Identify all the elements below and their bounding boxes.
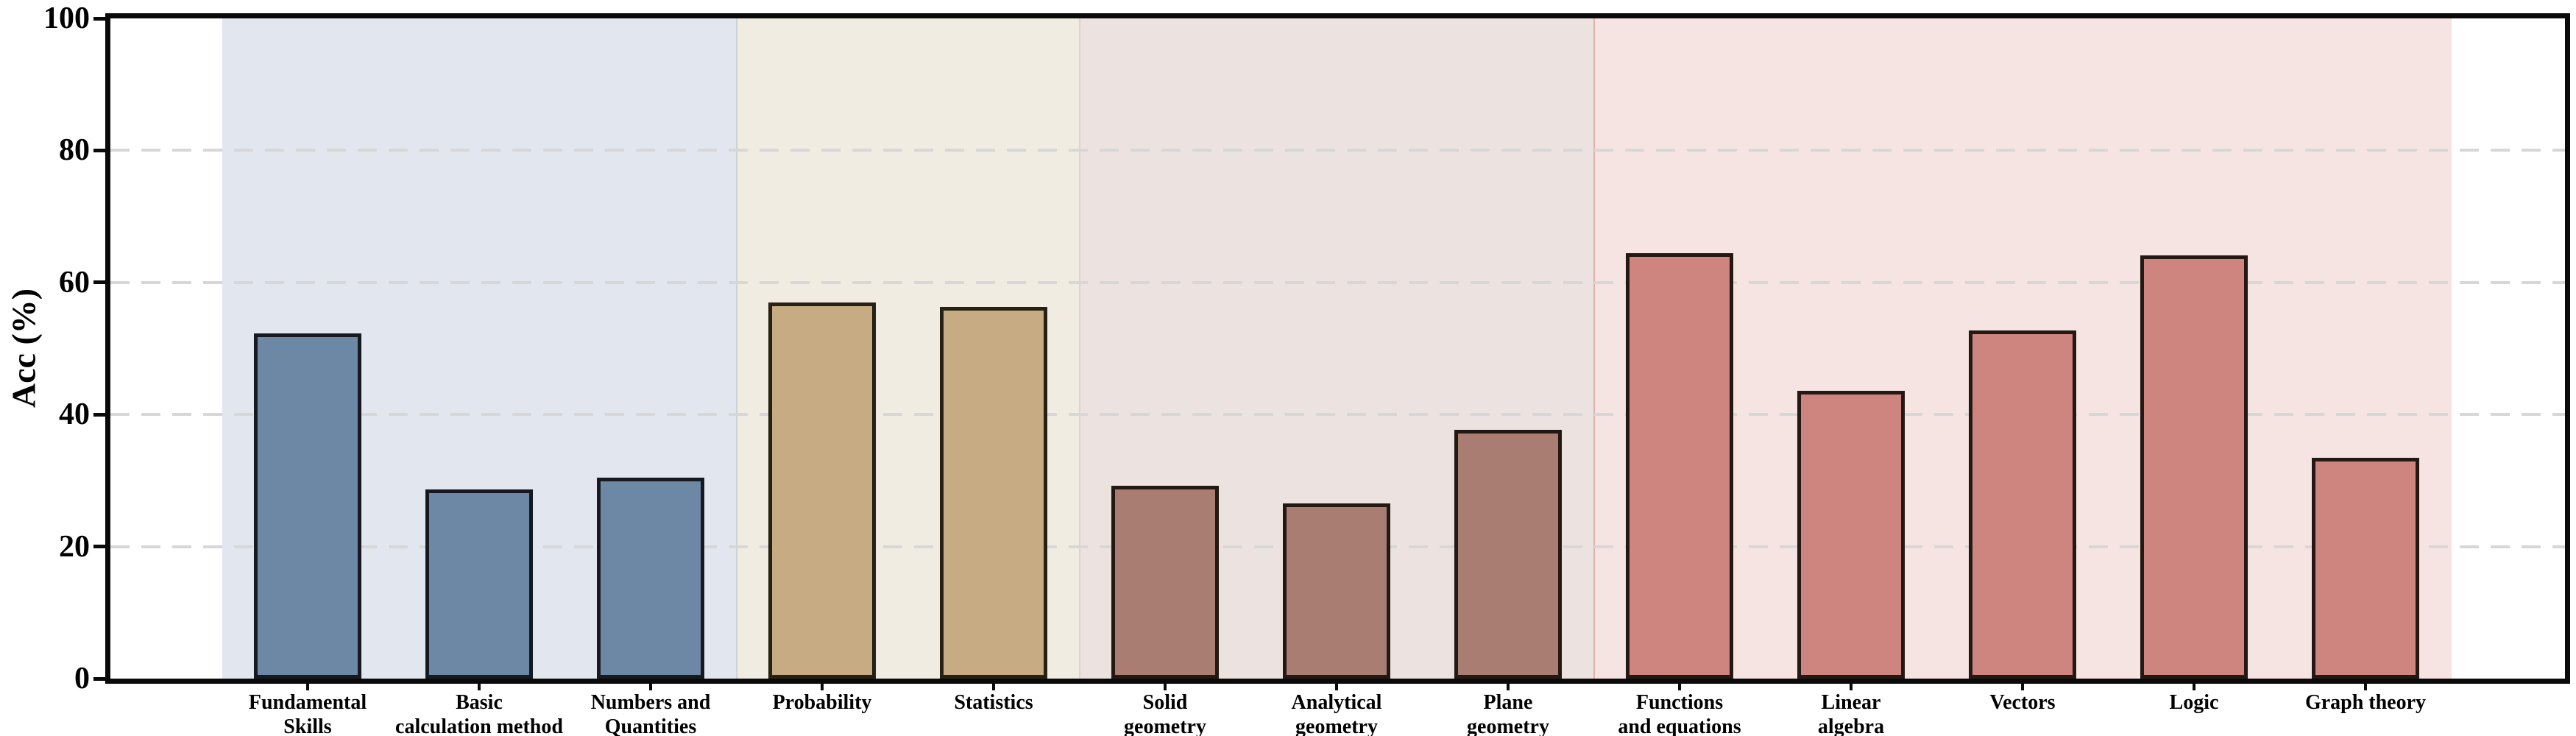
x-tick-label-fundamental-skills: Fundamental Skills xyxy=(190,690,425,736)
x-tick-mark-8 xyxy=(1507,684,1510,690)
y-tick-mark-60 xyxy=(93,280,105,285)
y-tick-mark-0 xyxy=(93,676,105,681)
x-tick-mark-3 xyxy=(649,684,652,690)
x-tick-label-line: geometry xyxy=(1467,715,1549,736)
gridline-40 xyxy=(110,413,2565,417)
bar-probability xyxy=(768,302,876,679)
x-tick-mark-7 xyxy=(1335,684,1338,690)
x-tick-label-analytical-geometry: Analytical geometry xyxy=(1219,690,1454,736)
bar-graph-theory xyxy=(2312,458,2419,679)
x-tick-label-solid-geometry: Solid geometry xyxy=(1047,690,1283,736)
y-tick-label-0: 0 xyxy=(74,662,90,696)
x-tick-mark-10 xyxy=(1850,684,1853,690)
x-tick-label-numbers-and-quantities: Numbers and Quantities xyxy=(533,690,768,736)
y-tick-mark-20 xyxy=(93,545,105,549)
x-tick-label-line: Plane xyxy=(1483,691,1533,714)
x-tick-label-basic-calculation-method: Basic calculation method xyxy=(361,690,597,736)
x-tick-label-line: geometry xyxy=(1295,715,1378,736)
x-tick-label-line: Probability xyxy=(772,691,872,714)
x-tick-label-line: Basic xyxy=(456,691,503,714)
y-tick-mark-80 xyxy=(93,148,105,152)
x-tick-mark-11 xyxy=(2021,684,2024,690)
x-tick-mark-4 xyxy=(821,684,824,690)
gridline-60 xyxy=(110,280,2565,284)
x-tick-mark-6 xyxy=(1164,684,1167,690)
x-tick-label-line: Linear xyxy=(1821,691,1881,714)
band-seam xyxy=(1593,18,1595,679)
x-tick-label-line: algebra xyxy=(1817,715,1885,736)
y-tick-label-20: 20 xyxy=(59,529,90,564)
band-seam xyxy=(735,18,737,679)
y-tick-mark-100 xyxy=(93,16,105,21)
x-tick-mark-12 xyxy=(2193,684,2195,690)
y-tick-mark-40 xyxy=(93,412,105,417)
bar-statistics xyxy=(940,307,1047,679)
x-tick-label-line: and equations xyxy=(1618,715,1741,736)
x-tick-label-plane-geometry: Plane geometry xyxy=(1390,690,1626,736)
x-tick-label-line: Skills xyxy=(283,715,332,736)
x-tick-label-graph-theory: Graph theory xyxy=(2248,690,2483,715)
y-axis-label: Acc (%) xyxy=(4,288,43,408)
x-tick-label-line: calculation method xyxy=(395,715,563,736)
x-tick-label-line: Vectors xyxy=(1989,691,2056,714)
x-tick-mark-5 xyxy=(992,684,995,690)
bar-analytical-geometry xyxy=(1283,503,1390,679)
x-tick-label-line: Logic xyxy=(2169,691,2219,714)
bar-fundamental-skills xyxy=(254,333,361,679)
bar-functions-and-equations xyxy=(1626,253,1733,679)
y-tick-label-100: 100 xyxy=(43,1,90,35)
x-tick-mark-1 xyxy=(306,684,309,690)
x-tick-label-statistics: Statistics xyxy=(876,690,1111,715)
x-tick-label-linear-algebra: Linear algebra xyxy=(1733,690,1969,736)
x-tick-label-line: Analytical xyxy=(1291,691,1382,714)
y-tick-label-80: 80 xyxy=(59,133,90,168)
x-tick-label-functions-and-equations: Functions and equations xyxy=(1562,690,1797,736)
bar-vectors xyxy=(1969,330,2076,679)
x-tick-mark-2 xyxy=(478,684,481,690)
x-tick-label-line: geometry xyxy=(1124,715,1206,736)
band-seam xyxy=(1078,18,1080,679)
bar-numbers-and-quantities xyxy=(597,478,704,679)
x-tick-mark-9 xyxy=(1678,684,1681,690)
bar-basic-calculation-method xyxy=(425,489,533,679)
x-tick-label-probability: Probability xyxy=(704,690,940,715)
bar-linear-algebra xyxy=(1797,391,1905,679)
gridline-80 xyxy=(110,149,2565,152)
x-tick-label-line: Solid xyxy=(1142,691,1188,714)
x-tick-label-line: Fundamental xyxy=(248,691,367,714)
bar-plane-geometry xyxy=(1454,430,1562,679)
bar-solid-geometry xyxy=(1111,486,1219,679)
x-tick-label-line: Functions xyxy=(1635,691,1724,714)
x-tick-mark-13 xyxy=(2364,684,2367,690)
bar-logic xyxy=(2140,255,2248,679)
plot-area xyxy=(105,13,2570,684)
x-tick-label-line: Statistics xyxy=(954,691,1033,714)
x-tick-label-logic: Logic xyxy=(2076,690,2312,715)
x-tick-label-line: Quantities xyxy=(604,715,697,736)
x-tick-label-line: Numbers and xyxy=(590,691,711,714)
x-tick-label-vectors: Vectors xyxy=(1905,690,2140,715)
x-tick-label-line: Graph theory xyxy=(2304,691,2427,714)
